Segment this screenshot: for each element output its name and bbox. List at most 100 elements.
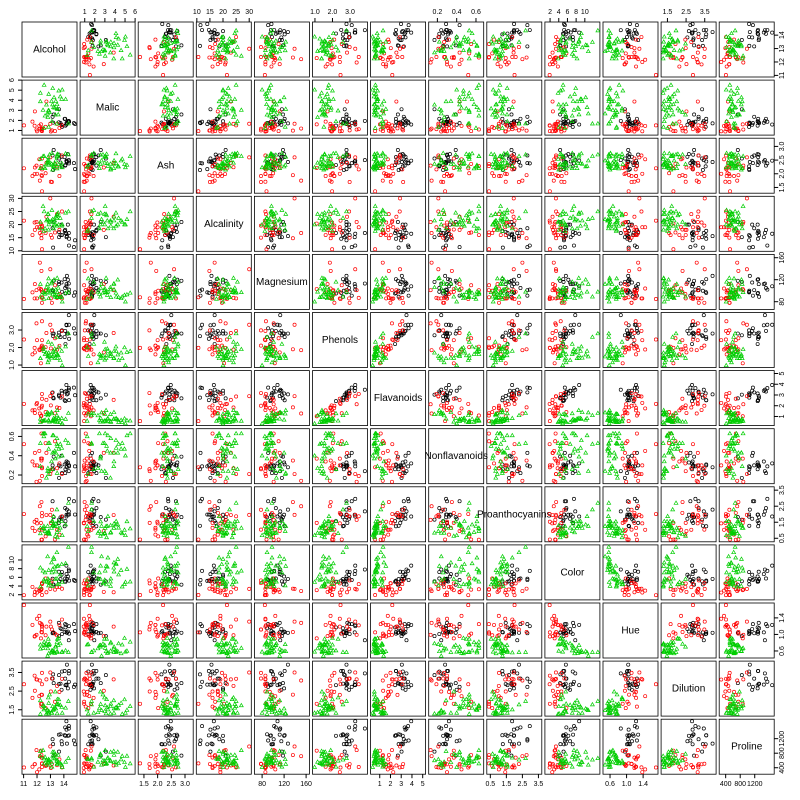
point — [373, 129, 378, 134]
point — [333, 207, 339, 212]
point — [233, 120, 239, 126]
point — [41, 208, 47, 214]
point — [499, 39, 505, 44]
point — [83, 60, 88, 65]
point — [281, 94, 287, 100]
point — [113, 30, 119, 36]
point — [207, 300, 212, 305]
point — [613, 210, 619, 215]
point — [503, 179, 508, 184]
point — [223, 148, 228, 152]
y-tick-label: 1.4 — [779, 613, 786, 623]
point — [223, 172, 228, 176]
point — [46, 275, 52, 281]
point — [263, 101, 270, 107]
y-tick-label: 12 — [779, 58, 786, 66]
point — [755, 152, 760, 157]
point — [560, 87, 566, 92]
point — [632, 156, 637, 161]
point — [614, 46, 620, 52]
point — [292, 46, 297, 51]
point — [562, 27, 567, 32]
point — [653, 218, 658, 223]
point — [570, 98, 576, 103]
point — [666, 214, 672, 219]
point — [735, 148, 740, 152]
point — [218, 123, 223, 128]
point — [375, 38, 381, 43]
point — [153, 37, 158, 42]
point — [174, 105, 180, 111]
x-tick-label: 1.5 — [501, 781, 511, 788]
point — [89, 267, 94, 272]
point — [39, 268, 44, 273]
point — [397, 35, 402, 39]
point — [625, 35, 629, 39]
point — [747, 35, 752, 39]
point — [395, 148, 400, 152]
point — [264, 112, 270, 117]
point — [525, 114, 530, 119]
point — [323, 51, 329, 56]
point — [550, 109, 555, 114]
point — [378, 294, 384, 299]
point — [666, 42, 672, 47]
point — [282, 32, 287, 37]
point — [42, 113, 48, 118]
point — [569, 51, 575, 56]
point — [247, 121, 252, 126]
x-tick-label: 400 — [720, 781, 732, 788]
point — [277, 38, 282, 43]
point — [448, 44, 454, 50]
point — [661, 124, 667, 129]
point — [504, 85, 510, 90]
point — [661, 207, 667, 212]
point — [437, 289, 442, 294]
point — [325, 62, 330, 67]
point — [640, 129, 645, 134]
point — [153, 300, 158, 305]
point — [122, 34, 128, 39]
point — [736, 41, 742, 46]
point — [509, 104, 515, 109]
point — [221, 29, 225, 34]
point — [490, 34, 496, 39]
point — [567, 36, 573, 41]
point — [299, 57, 304, 62]
point — [168, 30, 173, 35]
point — [623, 212, 628, 217]
point — [323, 64, 328, 69]
point — [352, 282, 357, 287]
point — [35, 338, 39, 343]
x-tick-label: 4 — [557, 9, 561, 16]
point — [627, 29, 632, 34]
point — [764, 227, 768, 232]
point — [161, 52, 167, 57]
point — [172, 52, 178, 57]
point — [380, 178, 385, 183]
x-tick-label: 80 — [258, 781, 266, 788]
point — [703, 35, 708, 39]
y-tick-label: 0.6 — [9, 431, 16, 441]
point — [52, 112, 58, 117]
point — [84, 55, 89, 59]
point — [563, 41, 569, 46]
x-tick-label: 3.5 — [534, 781, 544, 788]
point — [347, 45, 352, 50]
point — [685, 122, 690, 127]
point — [155, 60, 160, 64]
point — [138, 247, 143, 252]
point — [232, 96, 238, 101]
point — [398, 196, 402, 201]
point — [73, 331, 77, 336]
point — [71, 161, 76, 166]
point — [553, 196, 558, 201]
point — [589, 121, 595, 126]
point — [259, 87, 265, 92]
point — [375, 111, 381, 117]
point — [37, 98, 43, 104]
point — [516, 39, 522, 44]
point — [620, 56, 625, 61]
point — [695, 60, 700, 64]
point — [432, 156, 437, 161]
